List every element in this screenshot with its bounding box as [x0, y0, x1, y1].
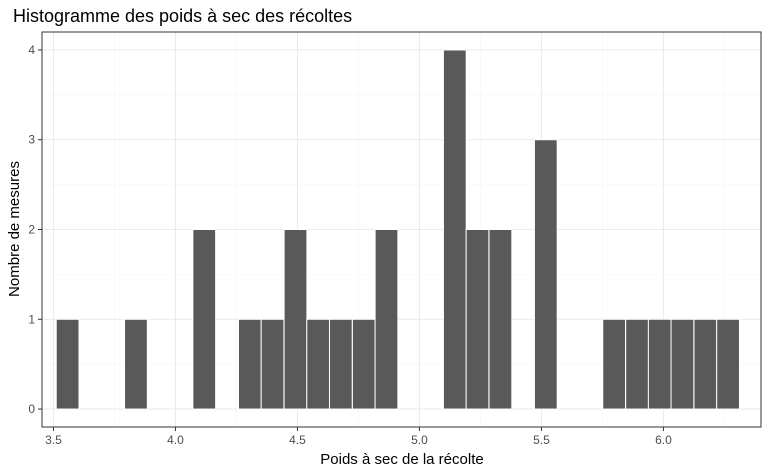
x-tick-label: 4.5: [289, 433, 306, 447]
histogram-bar: [693, 318, 718, 410]
histogram-bar: [374, 229, 399, 410]
y-tick-label: 3: [28, 133, 35, 147]
y-tick-label: 4: [28, 43, 35, 57]
histogram-bar: [260, 318, 285, 410]
histogram-bar: [602, 318, 627, 410]
histogram-bar: [670, 318, 695, 410]
x-tick-label: 5.0: [411, 433, 428, 447]
histogram-bar: [124, 318, 148, 410]
histogram-bar: [237, 318, 262, 410]
x-tick-label: 4.0: [167, 433, 184, 447]
y-tick-label: 2: [28, 223, 35, 237]
x-tick-label: 6.0: [655, 433, 672, 447]
histogram-bar: [328, 318, 353, 410]
x-tick-label: 3.5: [45, 433, 62, 447]
histogram-bar: [488, 229, 513, 410]
histogram-bar: [351, 318, 376, 410]
histogram-bar: [625, 318, 649, 410]
histogram-bar: [283, 229, 308, 410]
y-axis-ticks: 0 1 2 3 4: [28, 43, 42, 416]
y-axis-label: Nombre de mesures: [6, 161, 23, 297]
x-tick-label: 5.5: [533, 433, 550, 447]
x-axis-ticks: 3.5 4.0 4.5 5.0 5.5 6.0: [45, 427, 672, 447]
histogram-bar: [465, 229, 490, 410]
x-axis-label: Poids à sec de la récolte: [320, 451, 483, 468]
histogram-bars: [55, 49, 740, 410]
histogram-bar: [647, 318, 672, 410]
y-tick-label: 0: [28, 402, 35, 416]
histogram-bar: [192, 229, 217, 410]
histogram-bar: [306, 318, 331, 410]
histogram-bar: [442, 49, 467, 410]
histogram-bar: [716, 318, 740, 410]
chart-title: Histogramme des poids à sec des récoltes: [13, 6, 353, 26]
histogram-bar: [533, 139, 558, 410]
histogram-bar: [55, 318, 80, 410]
y-tick-label: 1: [28, 312, 35, 326]
